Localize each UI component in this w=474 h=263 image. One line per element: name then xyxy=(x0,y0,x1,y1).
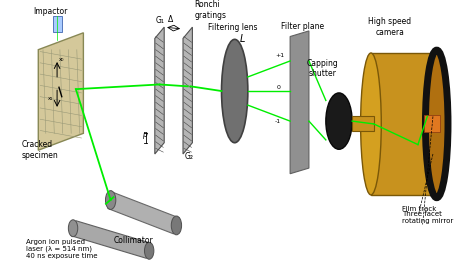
Bar xyxy=(371,53,437,195)
Text: L: L xyxy=(239,34,245,44)
Ellipse shape xyxy=(145,242,154,259)
Polygon shape xyxy=(38,33,83,150)
Ellipse shape xyxy=(326,93,352,149)
Text: Ronchi
gratings: Ronchi gratings xyxy=(194,0,226,20)
Bar xyxy=(424,115,440,132)
Text: Impactor: Impactor xyxy=(34,7,68,16)
Ellipse shape xyxy=(68,220,78,237)
Polygon shape xyxy=(183,27,192,154)
Bar xyxy=(352,117,374,132)
Text: -1: -1 xyxy=(275,119,281,124)
Text: G₂: G₂ xyxy=(185,152,194,161)
Bar xyxy=(53,16,62,32)
Ellipse shape xyxy=(171,216,182,235)
Text: Capping
shutter: Capping shutter xyxy=(306,59,338,78)
Text: p: p xyxy=(142,130,146,139)
Text: Δ: Δ xyxy=(168,16,173,24)
Text: Cracked
specimen: Cracked specimen xyxy=(21,140,58,160)
Ellipse shape xyxy=(221,39,248,143)
Polygon shape xyxy=(290,31,309,174)
Text: Film track: Film track xyxy=(402,206,437,212)
Text: x₁: x₁ xyxy=(48,97,53,102)
Text: x₀: x₀ xyxy=(59,57,64,62)
Polygon shape xyxy=(155,27,164,154)
Ellipse shape xyxy=(427,53,447,195)
Text: High speed
camera: High speed camera xyxy=(368,17,411,37)
Ellipse shape xyxy=(361,53,381,195)
Polygon shape xyxy=(71,221,151,258)
Text: 0: 0 xyxy=(277,85,281,90)
Text: Collimator: Collimator xyxy=(113,236,153,245)
Polygon shape xyxy=(108,193,179,234)
Text: +1: +1 xyxy=(275,53,284,58)
Text: Filter plane: Filter plane xyxy=(281,22,324,31)
Text: Argon ion pulsed
laser (λ = 514 nm)
40 ns exposure time: Argon ion pulsed laser (λ = 514 nm) 40 n… xyxy=(26,239,98,259)
Text: Three facet
rotating mirror: Three facet rotating mirror xyxy=(402,211,453,224)
Text: Filtering lens: Filtering lens xyxy=(209,23,258,32)
Ellipse shape xyxy=(106,191,116,209)
Text: G₁: G₁ xyxy=(156,16,164,25)
